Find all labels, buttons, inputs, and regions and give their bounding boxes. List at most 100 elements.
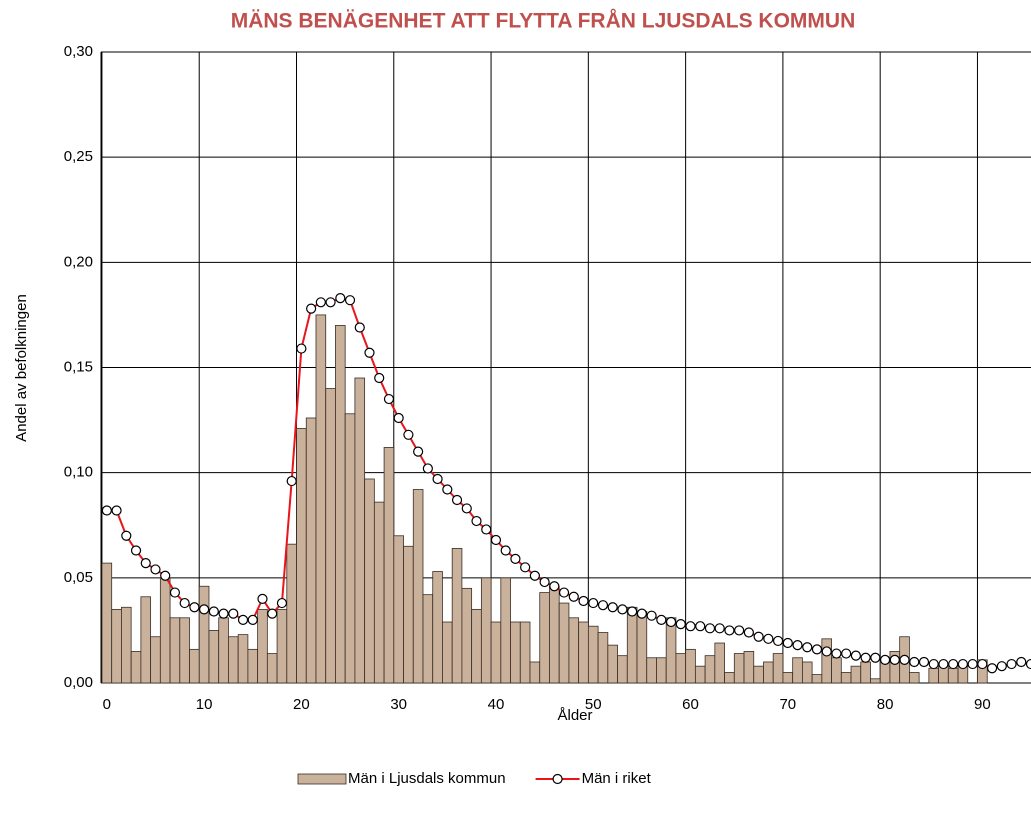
marker: [579, 596, 588, 605]
marker: [988, 664, 997, 673]
bar: [725, 672, 735, 683]
bar: [579, 622, 589, 683]
bar: [861, 662, 871, 683]
bar: [102, 563, 112, 683]
bar: [267, 654, 277, 683]
marker: [530, 571, 539, 580]
bar: [248, 649, 258, 683]
marker: [696, 622, 705, 631]
bar: [773, 654, 783, 683]
marker: [161, 571, 170, 580]
marker: [715, 624, 724, 633]
marker: [1017, 657, 1026, 666]
bar: [618, 656, 628, 683]
y-axis-label: Andel av befolkningen: [13, 294, 30, 442]
bar: [394, 536, 404, 683]
legend-swatch: [298, 774, 346, 784]
marker: [258, 594, 267, 603]
bar: [219, 618, 229, 683]
marker: [608, 603, 617, 612]
marker: [277, 599, 286, 608]
marker: [550, 582, 559, 591]
marker: [122, 531, 131, 540]
bar: [948, 668, 958, 683]
bar: [705, 656, 715, 683]
bar: [530, 662, 540, 683]
marker: [190, 603, 199, 612]
y-tick-label: 0,10: [64, 464, 93, 481]
bar: [598, 633, 608, 683]
bar: [832, 658, 842, 683]
marker: [803, 643, 812, 652]
bar: [793, 658, 803, 683]
legend-label: Män i Ljusdals kommun: [348, 770, 506, 787]
legend-swatch: [553, 775, 562, 784]
marker: [540, 578, 549, 587]
marker: [968, 660, 977, 669]
bar: [559, 603, 569, 683]
bar: [763, 662, 773, 683]
bar: [929, 668, 939, 683]
x-tick-label: 80: [877, 696, 894, 713]
bar: [812, 675, 822, 683]
x-tick-label: 90: [974, 696, 991, 713]
marker: [851, 651, 860, 660]
marker: [725, 626, 734, 635]
bar: [277, 609, 287, 683]
bar: [374, 502, 384, 683]
bar: [151, 637, 161, 683]
y-tick-label: 0,00: [64, 674, 93, 691]
marker: [365, 348, 374, 357]
marker: [1007, 660, 1016, 669]
marker: [453, 496, 462, 505]
marker: [589, 599, 598, 608]
marker: [384, 395, 393, 404]
bar: [413, 489, 423, 683]
marker: [949, 660, 958, 669]
marker: [248, 615, 257, 624]
marker: [628, 607, 637, 616]
marker: [229, 609, 238, 618]
marker: [316, 298, 325, 307]
marker: [491, 535, 500, 544]
bar: [501, 578, 511, 683]
marker: [141, 559, 150, 568]
marker: [346, 296, 355, 305]
marker: [239, 615, 248, 624]
marker: [705, 624, 714, 633]
x-tick-label: 70: [779, 696, 796, 713]
bar: [335, 325, 345, 683]
bar: [462, 588, 472, 683]
marker: [462, 504, 471, 513]
marker: [939, 660, 948, 669]
marker: [326, 298, 335, 307]
marker: [560, 588, 569, 597]
bar: [170, 618, 180, 683]
x-tick-label: 20: [293, 696, 310, 713]
marker: [929, 660, 938, 669]
y-tick-label: 0,15: [64, 358, 93, 375]
marker: [861, 653, 870, 662]
bar: [433, 572, 443, 683]
y-tick-label: 0,20: [64, 253, 93, 270]
bar: [695, 666, 705, 683]
bar: [754, 666, 764, 683]
marker: [686, 622, 695, 631]
bar: [647, 658, 657, 683]
chart-title: MÄNS BENÄGENHET ATT FLYTTA FRÅN LJUSDALS…: [231, 9, 856, 33]
marker: [598, 601, 607, 610]
bar: [608, 645, 618, 683]
bar: [209, 630, 219, 683]
bar: [588, 626, 598, 683]
marker: [433, 474, 442, 483]
bar: [569, 618, 579, 683]
marker: [423, 464, 432, 473]
marker: [735, 626, 744, 635]
marker: [910, 657, 919, 666]
marker: [200, 605, 209, 614]
marker: [900, 655, 909, 664]
marker: [297, 344, 306, 353]
marker: [511, 554, 520, 563]
marker: [443, 485, 452, 494]
bar: [287, 544, 297, 683]
